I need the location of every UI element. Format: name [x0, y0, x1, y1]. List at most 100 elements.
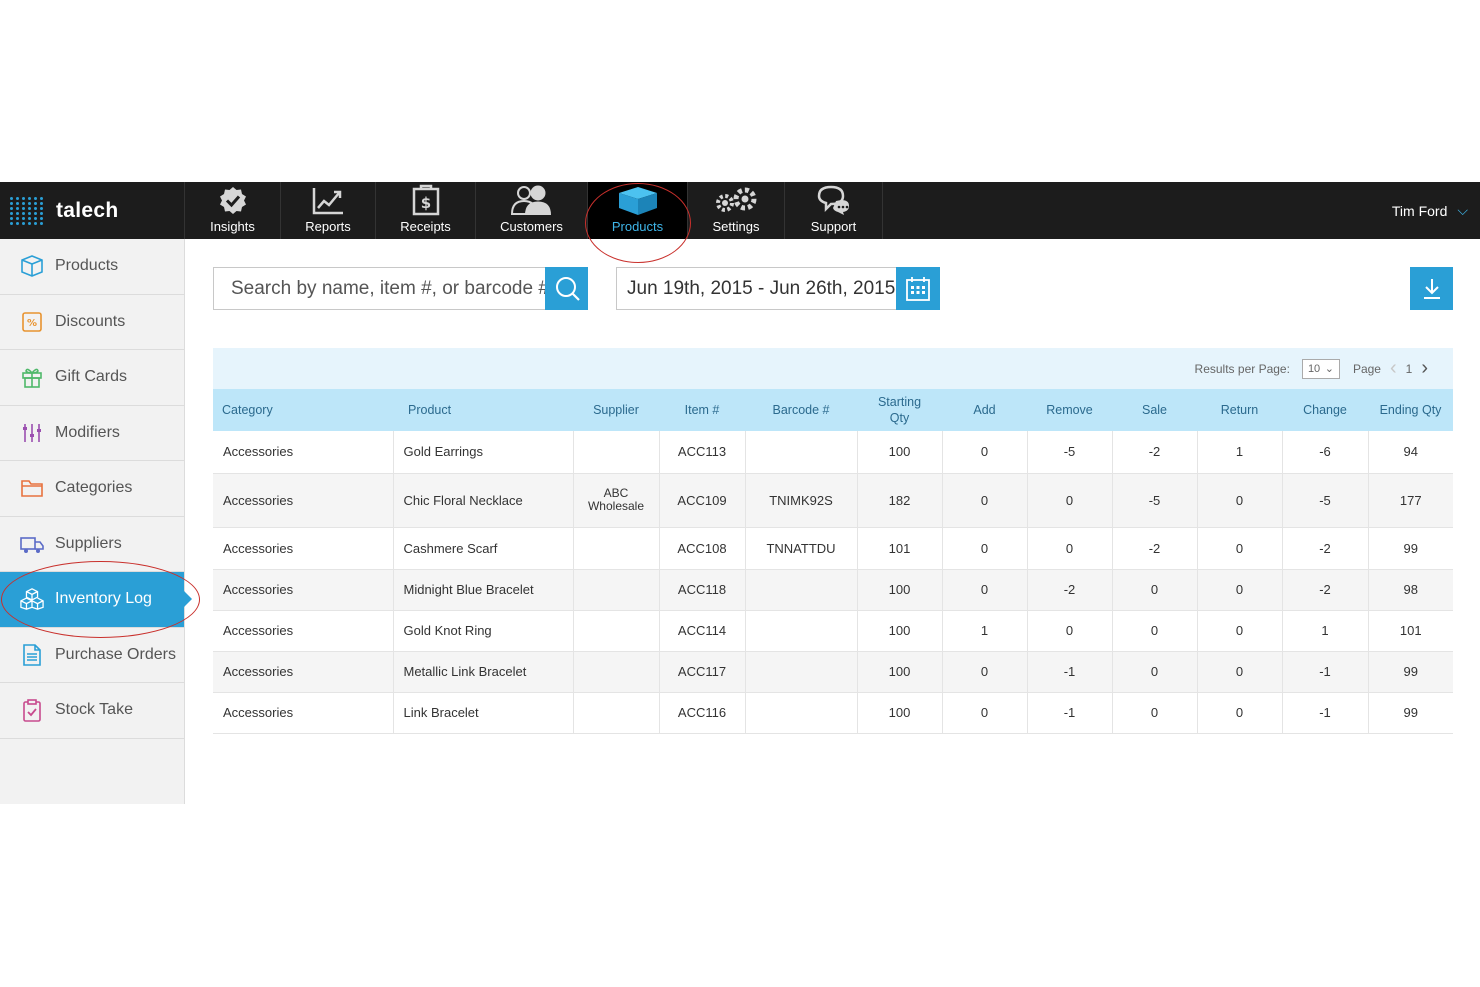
- column-header[interactable]: Ending Qty: [1368, 389, 1453, 431]
- chevron-left-icon[interactable]: ‹: [1389, 357, 1397, 379]
- tab-support[interactable]: Support: [785, 182, 883, 239]
- table-row[interactable]: Accessories Gold Earrings ACC113 100 0 -5 -2 1-…: [213, 431, 1453, 474]
- tab-customers[interactable]: Customers: [476, 182, 588, 239]
- table-cell: Accessories: [213, 569, 394, 611]
- table-cell: [745, 651, 858, 693]
- table-cell: ACC117: [659, 651, 746, 693]
- table-cell: 101: [857, 527, 943, 570]
- table-cell: Accessories: [213, 692, 394, 734]
- results-per-page-select[interactable]: 10 ⌄: [1301, 358, 1340, 379]
- table-cell: [745, 431, 858, 474]
- table-cell: -2: [1282, 527, 1369, 570]
- table-cell: 100: [857, 569, 943, 611]
- column-header[interactable]: Starting Qty: [857, 389, 942, 431]
- sidebar-item-modifiers[interactable]: Modifiers: [0, 405, 184, 461]
- brand-logo[interactable]: talech: [0, 182, 185, 239]
- tab-products[interactable]: Products: [588, 182, 688, 239]
- box-icon: [20, 254, 44, 278]
- tab-settings[interactable]: Settings: [688, 182, 785, 239]
- sidebar: Products % Discounts Gift Cards Modifier…: [0, 239, 192, 804]
- table-cell: ACC108: [659, 527, 746, 570]
- clipboard-check-icon: [20, 698, 44, 723]
- folder-icon: [20, 476, 44, 500]
- table-cell: Cashmere Scarf: [393, 527, 574, 570]
- line-chart-icon: [312, 188, 343, 215]
- table-cell: -2: [1282, 569, 1369, 611]
- table-row[interactable]: Accessories Midnight Blue Bracelet ACC118 1…: [213, 569, 1453, 611]
- column-header[interactable]: Change: [1282, 389, 1368, 431]
- table-cell: 0: [1197, 473, 1283, 528]
- pagination-bar: Results per Page: 10 ⌄ Page ‹ 1 ›: [213, 348, 1453, 389]
- column-header[interactable]: Product: [393, 389, 573, 431]
- table-cell: 0: [1112, 569, 1198, 611]
- table-cell: -5: [1112, 473, 1198, 528]
- sidebar-item-label: Suppliers: [55, 534, 122, 552]
- table-cell: Accessories: [213, 610, 394, 652]
- table-cell: Accessories: [213, 473, 394, 528]
- column-header[interactable]: Category: [213, 389, 393, 431]
- table-cell: 0: [1112, 651, 1198, 693]
- user-menu[interactable]: Tim Ford ⌵: [1392, 182, 1480, 239]
- column-header[interactable]: Supplier: [573, 389, 659, 431]
- table-cell: 0: [1197, 651, 1283, 693]
- document-icon: [20, 643, 44, 667]
- receipt-dollar-icon: $: [412, 184, 439, 216]
- sidebar-item-suppliers[interactable]: Suppliers: [0, 516, 184, 572]
- sidebar-item-gift-cards[interactable]: Gift Cards: [0, 350, 184, 406]
- table-row[interactable]: Accessories Metallic Link Bracelet ACC117 1…: [213, 651, 1453, 693]
- table-row[interactable]: Accessories Chic Floral Necklace ABC Whole…: [213, 473, 1453, 528]
- table-cell: [573, 569, 660, 611]
- tab-label: Support: [810, 219, 857, 234]
- column-header[interactable]: Add: [942, 389, 1027, 431]
- tab-reports[interactable]: Reports: [281, 182, 376, 239]
- chat-bubble-icon: [817, 185, 849, 215]
- sidebar-item-stock-take[interactable]: Stock Take: [0, 683, 184, 739]
- box-icon: [618, 187, 657, 215]
- inventory-log-table: Category Product Supplier Item # Barcode # St…: [213, 389, 1453, 734]
- table-cell: [745, 569, 858, 611]
- tab-insights[interactable]: Insights: [185, 182, 281, 239]
- table-cell: Accessories: [213, 527, 394, 570]
- sidebar-item-purchase-orders[interactable]: Purchase Orders: [0, 627, 184, 683]
- table-cell: 0: [942, 527, 1028, 570]
- table-cell: -5: [1282, 473, 1369, 528]
- table-cell: TNIMK92S: [745, 473, 858, 528]
- sidebar-item-products[interactable]: Products: [0, 239, 184, 295]
- download-button[interactable]: [1410, 267, 1453, 310]
- sidebar-item-label: Discounts: [55, 312, 126, 330]
- column-header[interactable]: Return: [1197, 389, 1282, 431]
- sidebar-item-discounts[interactable]: % Discounts: [0, 294, 184, 350]
- people-icon: [510, 185, 551, 215]
- table-row[interactable]: Accessories Gold Knot Ring ACC114 100 1 0 0 0 1 1…: [213, 610, 1453, 652]
- table-cell: 182: [857, 473, 943, 528]
- calendar-button[interactable]: [896, 267, 940, 310]
- column-header[interactable]: Item #: [659, 389, 745, 431]
- table-cell: 1: [942, 610, 1028, 652]
- tab-label: Products: [611, 219, 664, 234]
- column-header[interactable]: Remove: [1027, 389, 1112, 431]
- table-cell: Gold Knot Ring: [393, 610, 574, 652]
- boxes-icon: [20, 587, 44, 611]
- tab-receipts[interactable]: $ Receipts: [376, 182, 476, 239]
- table-cell: [573, 692, 660, 734]
- table-row[interactable]: Accessories Link Bracelet ACC116 100 0 -1 0 0 -1…: [213, 692, 1453, 734]
- table-cell: -1: [1027, 651, 1113, 693]
- chevron-right-icon[interactable]: ›: [1421, 357, 1428, 379]
- date-range-field[interactable]: Jun 19th, 2015 - Jun 26th, 2015: [616, 267, 896, 310]
- logo-dots-icon: [10, 189, 44, 233]
- table-cell: 1: [1197, 431, 1283, 474]
- column-header[interactable]: Barcode #: [745, 389, 857, 431]
- column-header[interactable]: Sale: [1112, 389, 1197, 431]
- chevron-down-icon: ⌄: [1324, 363, 1334, 375]
- table-cell: 1: [1282, 610, 1369, 652]
- sidebar-item-inventory-log[interactable]: Inventory Log: [0, 572, 192, 628]
- table-row[interactable]: Accessories Cashmere Scarf ACC108 TNNATTDU 1…: [213, 527, 1453, 570]
- sidebar-item-categories[interactable]: Categories: [0, 461, 184, 517]
- table-cell: 100: [857, 651, 943, 693]
- search-button[interactable]: [545, 267, 588, 310]
- search-icon: [555, 276, 580, 301]
- results-per-page-value: 10: [1307, 362, 1321, 375]
- search-input[interactable]: [213, 267, 545, 310]
- table-cell: ACC114: [659, 610, 746, 652]
- table-cell: [745, 692, 858, 734]
